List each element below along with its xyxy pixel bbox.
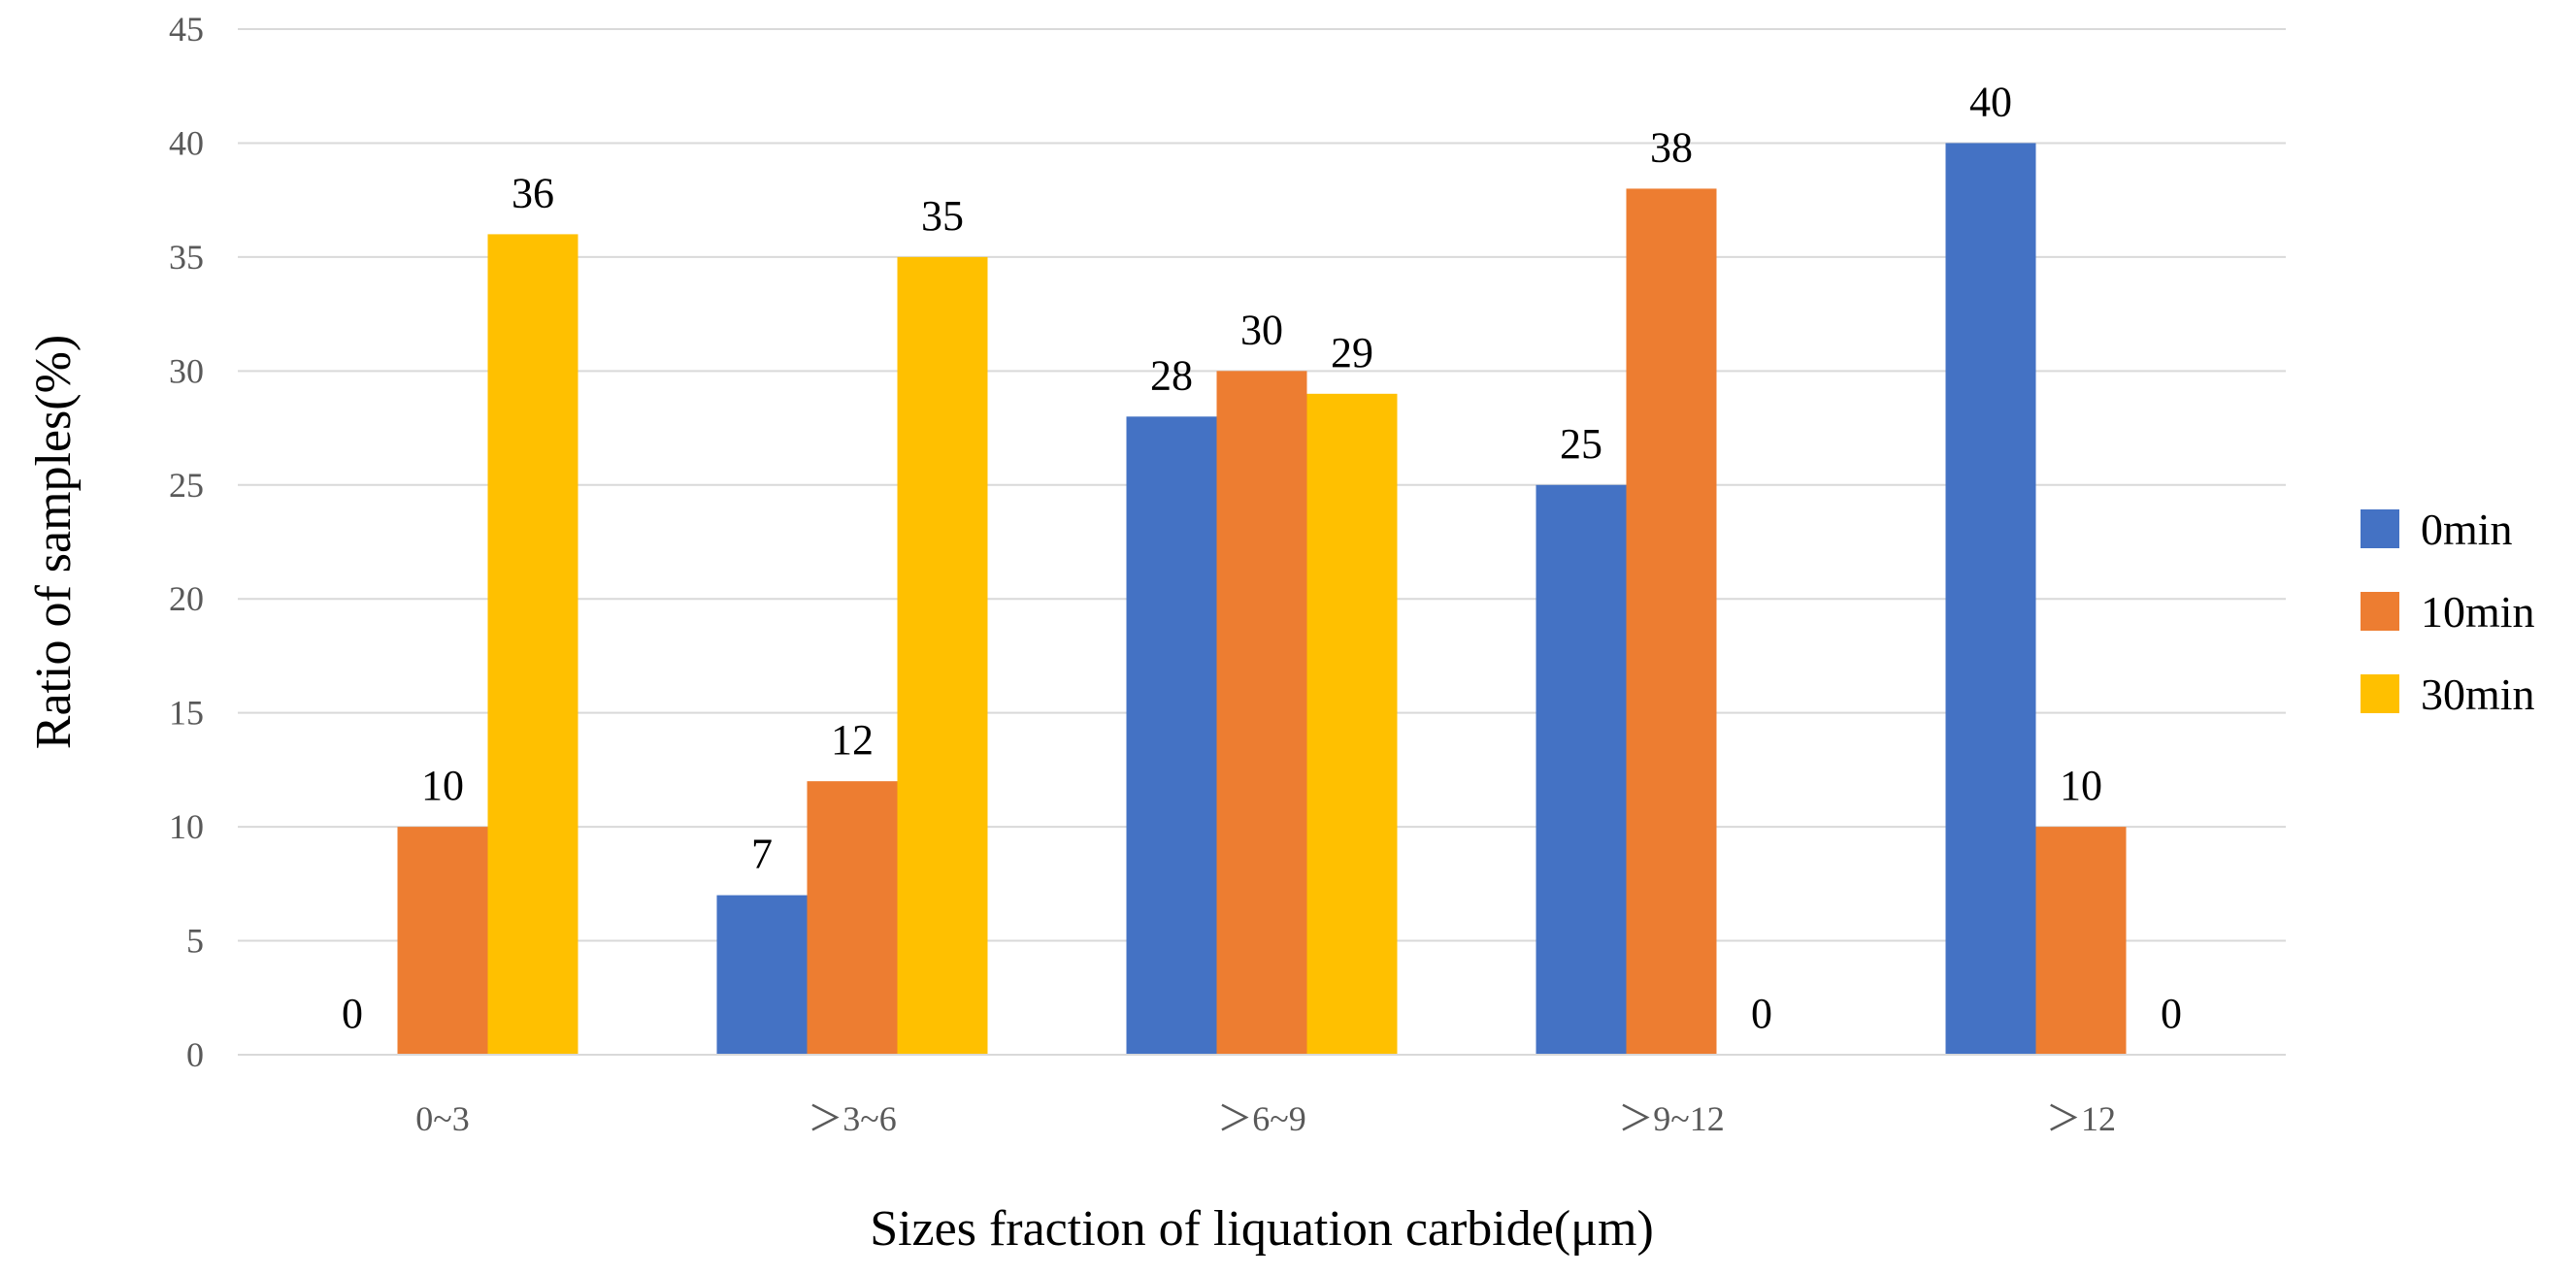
data-label: 40 (1969, 78, 2012, 125)
data-label: 0 (342, 990, 363, 1037)
data-label: 0 (1751, 990, 1772, 1037)
y-tick-label: 5 (186, 922, 204, 961)
bar-0min-2 (1126, 416, 1217, 1055)
data-label: 7 (751, 831, 773, 878)
bar-10min-3 (1626, 188, 1717, 1055)
bar-30min-1 (897, 256, 988, 1055)
x-tick-label: ＞3~6 (808, 1099, 896, 1138)
y-tick-label: 15 (169, 694, 204, 733)
data-label: 12 (831, 716, 874, 764)
bar-10min-1 (807, 781, 898, 1055)
y-tick-label: 30 (169, 351, 204, 390)
data-label: 10 (2060, 762, 2102, 809)
data-label: 28 (1150, 351, 1193, 399)
legend-swatch-30min (2361, 674, 2399, 713)
bar-10min-4 (2035, 827, 2127, 1055)
data-label: 29 (1331, 329, 1373, 376)
bars (397, 143, 2127, 1055)
bar-30min-2 (1306, 393, 1398, 1055)
x-tick-label: ＞12 (2046, 1099, 2116, 1138)
data-labels: 0 10 36 7 12 35 28 30 29 25 38 0 40 10 0 (342, 78, 2182, 1037)
y-axis-ticks: 0 5 10 15 20 25 30 35 40 45 (169, 10, 204, 1074)
data-label: 25 (1560, 420, 1602, 468)
legend: 0min 10min 30min (2361, 505, 2535, 719)
legend-swatch-0min (2361, 509, 2399, 548)
bar-0min-4 (1945, 143, 2036, 1055)
bar-0min-3 (1536, 484, 1627, 1055)
y-tick-label: 10 (169, 807, 204, 846)
data-label: 30 (1240, 306, 1283, 353)
data-label: 10 (421, 762, 464, 809)
bar-0min-1 (716, 895, 808, 1055)
bar-30min-0 (487, 234, 578, 1055)
y-tick-label: 45 (169, 10, 204, 49)
x-axis-ticks: 0~3 ＞3~6 ＞6~9 ＞9~12 ＞12 (415, 1099, 2116, 1138)
bar-10min-2 (1216, 371, 1307, 1055)
legend-label: 10min (2421, 587, 2535, 637)
y-tick-label: 0 (186, 1035, 204, 1074)
y-tick-label: 20 (169, 579, 204, 618)
legend-label: 30min (2421, 670, 2535, 719)
x-tick-label: ＞6~9 (1217, 1099, 1305, 1138)
data-label: 35 (921, 192, 964, 240)
x-tick-label: ＞9~12 (1618, 1099, 1724, 1138)
y-axis-title: Ratio of samples(%) (26, 335, 82, 749)
y-tick-label: 35 (169, 238, 204, 277)
data-label: 36 (512, 169, 554, 216)
legend-swatch-10min (2361, 592, 2399, 631)
data-label: 0 (2161, 990, 2182, 1037)
legend-label: 0min (2421, 505, 2513, 554)
y-tick-label: 25 (169, 466, 204, 505)
data-label: 38 (1650, 123, 1693, 171)
x-axis-title: Sizes fraction of liquation carbide(μm) (870, 1201, 1654, 1257)
y-tick-label: 40 (169, 123, 204, 162)
x-tick-label: 0~3 (415, 1099, 469, 1138)
bar-10min-0 (397, 827, 488, 1055)
